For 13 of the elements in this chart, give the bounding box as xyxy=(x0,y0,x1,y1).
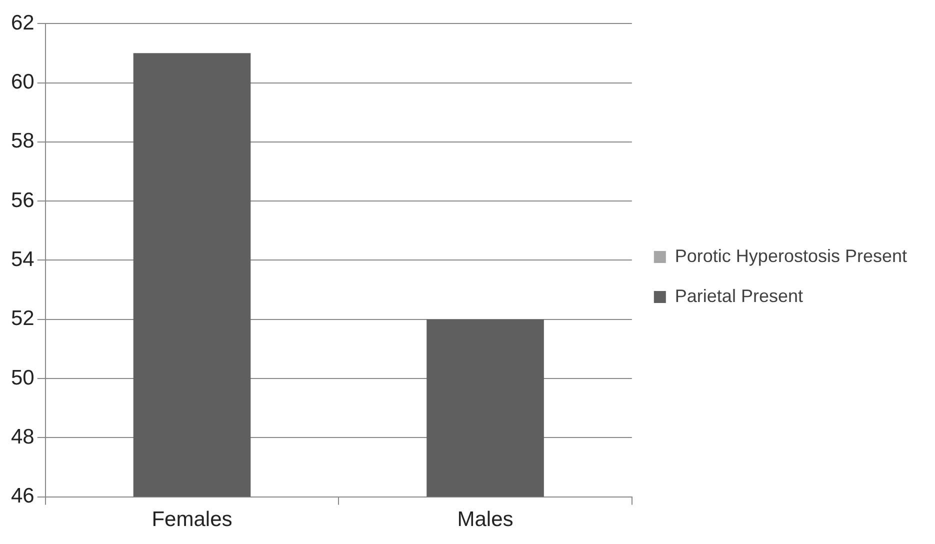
x-tick-label: Males xyxy=(457,508,514,532)
y-tick-label: 56 xyxy=(11,188,34,212)
y-tick-label: 60 xyxy=(11,70,34,94)
x-tick-label: Females xyxy=(152,508,232,532)
y-tick-label: 52 xyxy=(11,307,34,330)
y-tick-label: 62 xyxy=(11,11,34,34)
y-tick-label: 48 xyxy=(11,425,34,448)
y-tick-label: 54 xyxy=(11,248,35,271)
y-tick-label: 46 xyxy=(11,484,34,508)
y-tick-label: 58 xyxy=(11,130,34,153)
y-tick-label: 50 xyxy=(11,366,34,390)
legend-label: Porotic Hyperostosis Present xyxy=(674,246,907,266)
legend-label: Parietal Present xyxy=(674,286,803,306)
